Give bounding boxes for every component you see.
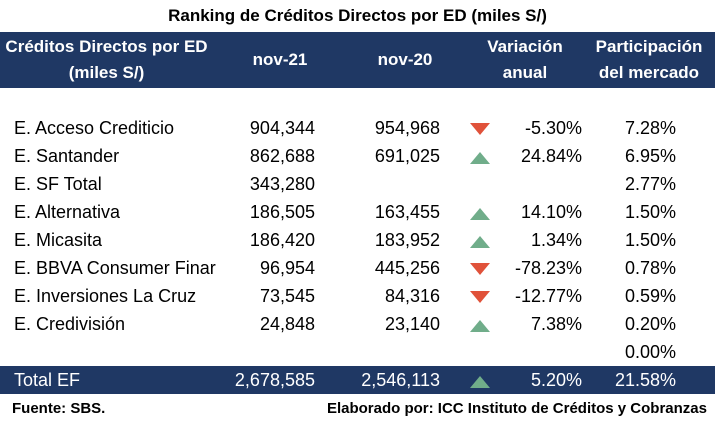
total-row: Total EF 2,678,585 2,546,113 5.20% 21.58… bbox=[0, 366, 715, 394]
header-variation: Variación anual bbox=[487, 37, 563, 82]
value-variation bbox=[500, 170, 582, 198]
value-market-share: 0.78% bbox=[624, 258, 676, 278]
entity-name: E. BBVA Consumer Finar bbox=[14, 258, 216, 278]
trend-down-icon bbox=[466, 254, 494, 282]
trend-down-icon bbox=[466, 114, 494, 142]
value-market-share: 7.28% bbox=[624, 118, 676, 138]
value-nov20 bbox=[345, 170, 440, 198]
trend-cell bbox=[466, 338, 494, 366]
table-header: Créditos Directos por ED (miles S/) nov-… bbox=[0, 32, 715, 88]
trend-up-icon bbox=[466, 310, 494, 338]
total-nov21: 2,678,585 bbox=[234, 370, 315, 390]
value-nov21: 96,954 bbox=[259, 258, 315, 278]
value-variation: 7.38% bbox=[530, 314, 582, 334]
entity-name bbox=[14, 338, 217, 366]
value-variation: -12.77% bbox=[514, 286, 582, 306]
table-row: E. Acceso Crediticio 904,344 954,968 -5.30%… bbox=[0, 114, 715, 142]
table-row: E. BBVA Consumer Finar 96,954 445,256 -78.2… bbox=[0, 254, 715, 282]
value-market-share: 2.77% bbox=[624, 174, 676, 194]
value-nov20: 445,256 bbox=[374, 258, 440, 278]
value-variation: 14.10% bbox=[520, 202, 582, 222]
value-nov20: 954,968 bbox=[374, 118, 440, 138]
table-row: E. Alternativa 186,505 163,455 14.10% 1.50% bbox=[0, 198, 715, 226]
value-nov21: 186,505 bbox=[249, 202, 315, 222]
table-row: E. Inversiones La Cruz 73,545 84,316 -12.77… bbox=[0, 282, 715, 310]
total-variation: 5.20% bbox=[530, 370, 582, 390]
value-market-share: 1.50% bbox=[624, 230, 676, 250]
trend-up-icon bbox=[466, 198, 494, 226]
table-row: 0.00% bbox=[0, 338, 715, 366]
value-nov21: 904,344 bbox=[249, 118, 315, 138]
value-variation: 24.84% bbox=[520, 146, 582, 166]
entity-name: E. Micasita bbox=[14, 230, 103, 250]
value-market-share: 6.95% bbox=[624, 146, 676, 166]
credit-note: Elaborado por: ICC Instituto de Créditos… bbox=[326, 400, 707, 417]
entity-name: E. Acceso Crediticio bbox=[14, 118, 175, 138]
table-title: Ranking de Créditos Directos por ED (mil… bbox=[168, 6, 547, 25]
trend-up-icon bbox=[466, 142, 494, 170]
entity-name: E. Inversiones La Cruz bbox=[14, 286, 197, 306]
value-nov21: 186,420 bbox=[249, 230, 315, 250]
trend-up-icon bbox=[466, 226, 494, 254]
value-nov21: 24,848 bbox=[259, 314, 315, 334]
header-nov21: nov-21 bbox=[252, 50, 308, 69]
entity-name: E. Credivisión bbox=[14, 314, 126, 334]
value-nov21: 343,280 bbox=[249, 174, 315, 194]
value-nov20: 163,455 bbox=[374, 202, 440, 222]
value-nov21: 862,688 bbox=[249, 146, 315, 166]
total-share: 21.58% bbox=[614, 370, 676, 390]
table-row: E. Credivisión 24,848 23,140 7.38% 0.20% bbox=[0, 310, 715, 338]
value-nov20: 84,316 bbox=[384, 286, 440, 306]
value-nov20: 691,025 bbox=[374, 146, 440, 166]
value-variation: 1.34% bbox=[530, 230, 582, 250]
header-market-share: Participación del mercado bbox=[595, 37, 703, 82]
entity-name: E. SF Total bbox=[14, 174, 102, 194]
trend-down-icon bbox=[466, 282, 494, 310]
trend-up-icon bbox=[466, 366, 494, 394]
table-row: E. Santander 862,688 691,025 24.84% 6.95% bbox=[0, 142, 715, 170]
entity-name: E. Alternativa bbox=[14, 202, 121, 222]
total-name: Total EF bbox=[14, 370, 81, 390]
total-nov20: 2,546,113 bbox=[361, 370, 440, 390]
source-note: Fuente: SBS. bbox=[12, 400, 106, 417]
value-nov20 bbox=[345, 338, 440, 366]
value-market-share: 0.59% bbox=[624, 286, 676, 306]
value-market-share: 1.50% bbox=[624, 202, 676, 222]
value-nov20: 23,140 bbox=[384, 314, 440, 334]
trend-cell bbox=[466, 170, 494, 198]
table-row: E. Micasita 186,420 183,952 1.34% 1.50% bbox=[0, 226, 715, 254]
header-nov20: nov-20 bbox=[377, 50, 433, 69]
header-entity: Créditos Directos por ED (miles S/) bbox=[5, 37, 208, 82]
value-market-share: 0.20% bbox=[624, 314, 676, 334]
table-row: E. SF Total 343,280 2.77% bbox=[0, 170, 715, 198]
value-variation: -78.23% bbox=[514, 258, 582, 278]
value-variation: -5.30% bbox=[524, 118, 582, 138]
entity-name: E. Santander bbox=[14, 146, 120, 166]
value-nov20: 183,952 bbox=[374, 230, 440, 250]
value-variation bbox=[500, 338, 582, 366]
value-market-share: 0.00% bbox=[624, 342, 676, 362]
value-nov21 bbox=[225, 338, 315, 366]
value-nov21: 73,545 bbox=[259, 286, 315, 306]
